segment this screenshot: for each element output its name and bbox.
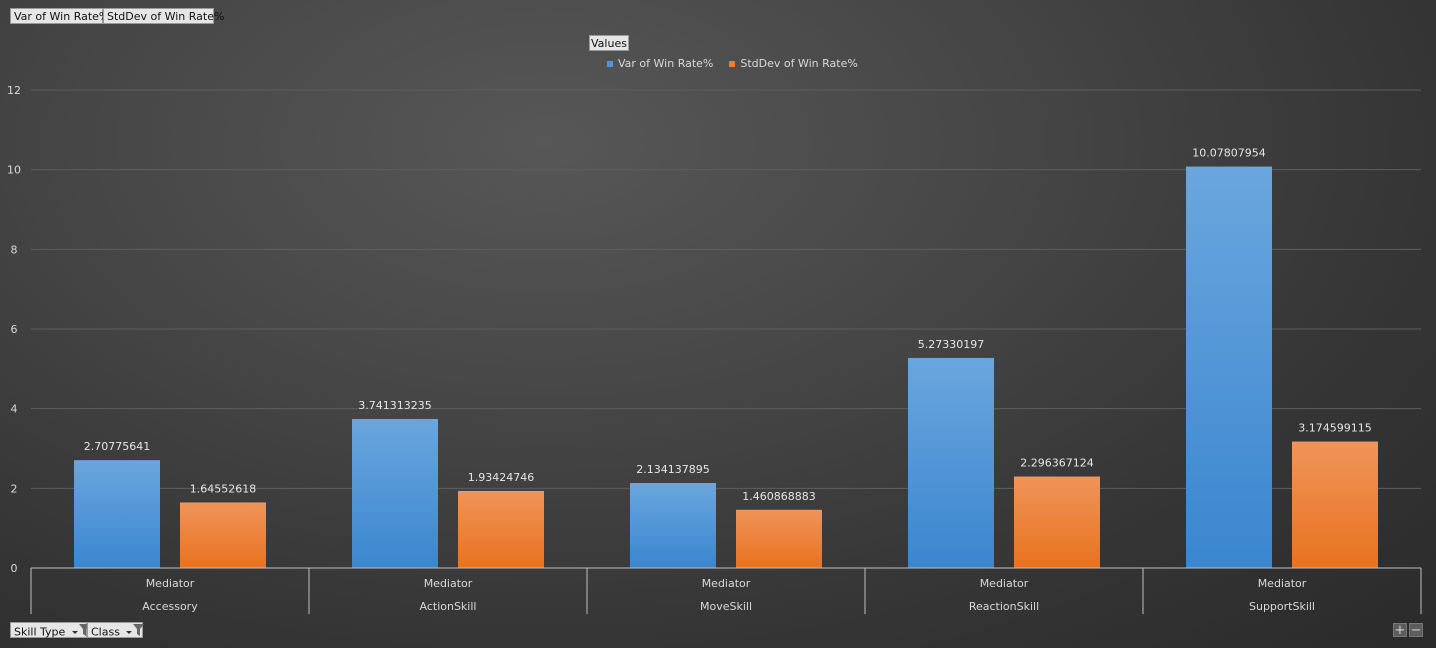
var-win-rate-field-label: Var of Win Rate%: [14, 10, 110, 23]
legend-item-stddev: StdDev of Win Rate%: [729, 57, 858, 70]
x-tick-label-outer: Accessory: [142, 600, 198, 613]
y-tick-label: 2: [11, 482, 18, 495]
data-label-var: 5.27330197: [918, 338, 984, 351]
data-label-stddev: 3.174599115: [1298, 422, 1371, 435]
bar-stddev: [180, 502, 266, 568]
y-tick-label: 12: [7, 84, 21, 97]
var-win-rate-field-button[interactable]: Var of Win Rate%: [10, 8, 109, 24]
data-label-stddev: 1.64552618: [190, 482, 256, 495]
class-field-label: Class: [91, 625, 120, 639]
stddev-win-rate-field-label: StdDev of Win Rate%: [107, 10, 225, 23]
chart-legend: Var of Win Rate% StdDev of Win Rate%: [607, 57, 858, 70]
legend-swatch-var: [607, 60, 613, 67]
x-tick-label-inner: Mediator: [702, 577, 751, 590]
x-tick-label-outer: MoveSkill: [700, 600, 752, 613]
x-tick-label-outer: SupportSkill: [1249, 600, 1315, 613]
bar-stddev: [458, 490, 544, 568]
y-tick-label: 4: [11, 403, 18, 416]
bar-var: [908, 357, 994, 568]
bar-var: [352, 418, 438, 568]
values-field-label: Values: [591, 37, 627, 50]
zoom-out-button[interactable]: −: [1409, 623, 1423, 638]
values-field-button[interactable]: Values: [589, 35, 629, 51]
data-label-stddev: 2.296367124: [1020, 457, 1093, 470]
data-label-stddev: 1.93424746: [468, 471, 534, 484]
x-tick-label-inner: Mediator: [146, 577, 195, 590]
skill-type-field-button[interactable]: Skill Type: [10, 622, 90, 639]
bar-stddev: [736, 509, 822, 568]
y-tick-label: 0: [11, 562, 18, 575]
bar-var: [1186, 166, 1272, 568]
filter-dropdown-icon[interactable]: [125, 623, 145, 642]
x-tick-label-outer: ReactionSkill: [969, 600, 1039, 613]
data-label-var: 10.07807954: [1192, 147, 1265, 160]
legend-item-var: Var of Win Rate%: [607, 57, 713, 70]
x-tick-label-outer: ActionSkill: [420, 600, 477, 613]
y-tick-label: 10: [7, 164, 21, 177]
data-label-var: 2.70775641: [84, 440, 150, 453]
legend-label-stddev: StdDev of Win Rate%: [740, 57, 858, 70]
bar-var: [630, 482, 716, 568]
data-label-var: 2.134137895: [636, 463, 709, 476]
stddev-win-rate-field-button[interactable]: StdDev of Win Rate%: [103, 8, 224, 24]
bar-var: [74, 460, 160, 568]
legend-swatch-stddev: [729, 60, 736, 67]
skill-type-field-label: Skill Type: [14, 625, 66, 639]
legend-label-var: Var of Win Rate%: [618, 57, 714, 70]
y-tick-label: 6: [11, 323, 18, 336]
y-tick-label: 8: [11, 243, 18, 256]
x-tick-label-inner: Mediator: [424, 577, 473, 590]
zoom-in-button[interactable]: +: [1393, 623, 1407, 638]
x-tick-label-inner: Mediator: [1258, 577, 1307, 590]
x-tick-label-inner: Mediator: [980, 577, 1029, 590]
data-label-stddev: 1.460868883: [742, 490, 815, 503]
bar-stddev: [1292, 441, 1378, 568]
class-field-button[interactable]: Class: [87, 622, 145, 639]
data-label-var: 3.741313235: [358, 399, 431, 412]
bar-stddev: [1014, 476, 1100, 568]
